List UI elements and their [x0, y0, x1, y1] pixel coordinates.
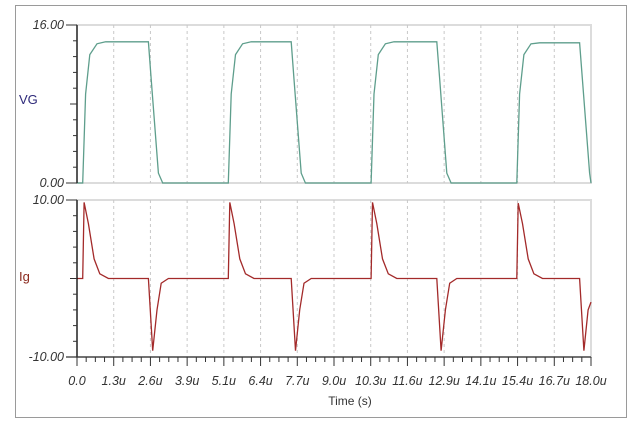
x-tick-label: 3.9u [175, 374, 199, 388]
x-tick-label: 10.3u [355, 374, 386, 388]
x-tick-label: 15.4u [502, 374, 533, 388]
x-tick-label: 1.3u [102, 374, 126, 388]
top-panel: 16.00 0.00 VG [19, 18, 592, 190]
vg-axis-label: VG [19, 92, 38, 107]
x-axis-title: Time (s) [328, 394, 372, 408]
x-tick-label: 18.0u [575, 374, 606, 388]
x-tick-label: 11.6u [392, 374, 422, 388]
x-tick-label: 2.6u [137, 374, 162, 388]
bottom-panel: 10.00 -10.00 Ig 0.0 1.3u 2.6u 3.9u 5.1u 6.4u 7… [19, 193, 607, 408]
x-tick-labels: 0.0 1.3u 2.6u 3.9u 5.1u 6.4u 7.7u 9.0u 10.3u 11.6… [68, 374, 606, 388]
x-tick-label: 9.0u [322, 374, 346, 388]
top-gridlines [113, 25, 555, 183]
top-y-ticks [70, 40, 77, 168]
x-tick-label: 14.1u [465, 374, 496, 388]
x-tick-label: 5.1u [212, 374, 236, 388]
vg-series-line [77, 41, 592, 184]
x-tick-label: 12.9u [429, 374, 460, 388]
x-tick-label: 7.7u [285, 374, 309, 388]
top-ymin-label: 0.00 [40, 176, 64, 190]
x-tick-label: 6.4u [248, 374, 272, 388]
x-ticks [76, 357, 592, 366]
bottom-ymin-label: -10.00 [29, 350, 64, 364]
bottom-ymax-label: 10.00 [33, 193, 64, 207]
ig-series-line [77, 202, 592, 351]
bottom-y-ticks [70, 215, 77, 342]
ig-axis-label: Ig [19, 269, 30, 284]
x-tick-label: 0.0 [68, 374, 85, 388]
top-ymax-label: 16.00 [33, 18, 64, 32]
x-tick-label: 16.7u [539, 374, 570, 388]
